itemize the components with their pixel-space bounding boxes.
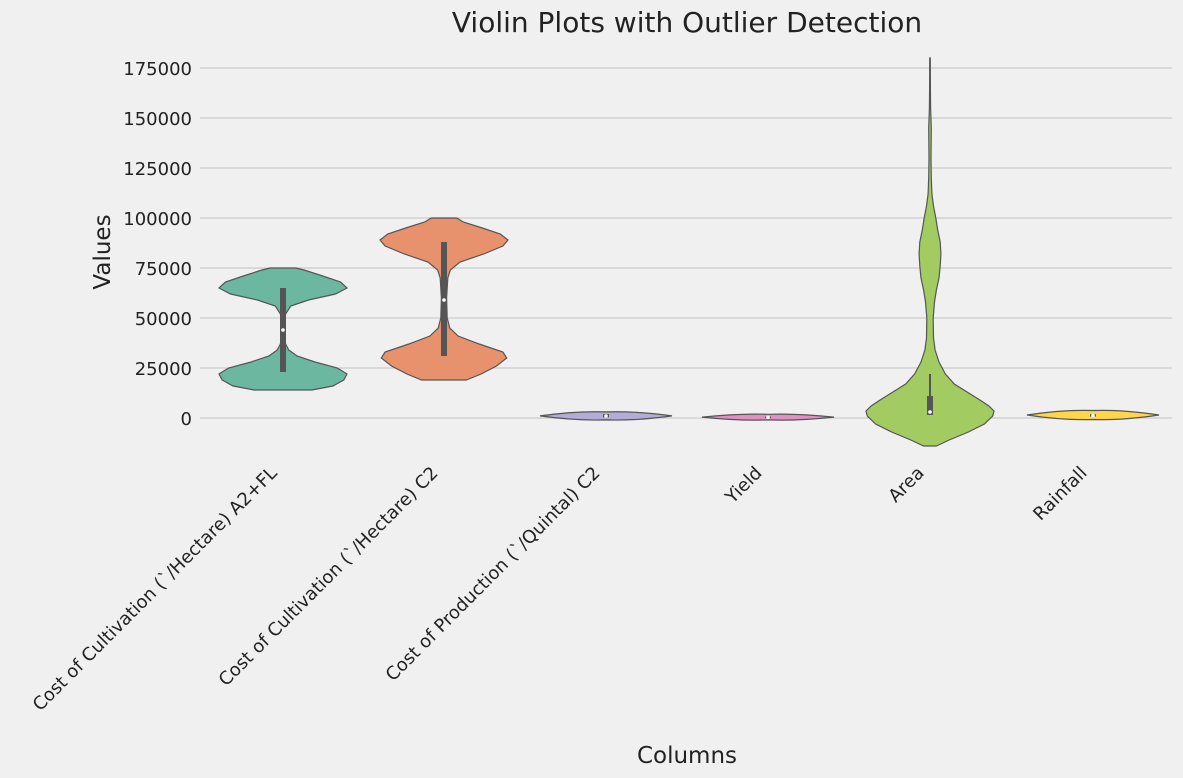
x-tick-labels: Cost of Cultivation (`/Hectare) A2+FLCos… xyxy=(29,463,1092,716)
y-tick-label: 150000 xyxy=(123,109,192,130)
violin-group xyxy=(539,411,673,421)
x-tick-label: Area xyxy=(884,463,928,507)
y-axis-label: Values xyxy=(90,214,116,289)
gridlines xyxy=(200,67,1172,419)
y-tick-label: 175000 xyxy=(123,59,192,80)
x-tick-label: Rainfall xyxy=(1029,463,1091,525)
violin-group xyxy=(701,413,835,421)
violins xyxy=(217,57,1160,447)
x-tick-label: Yield xyxy=(721,463,767,509)
y-tick-label: 125000 xyxy=(123,159,192,180)
violin-group xyxy=(217,267,349,391)
iqr-box xyxy=(927,396,933,415)
violin-group xyxy=(865,57,995,447)
y-tick-label: 100000 xyxy=(123,209,192,230)
median-marker xyxy=(442,298,446,302)
y-tick-label: 50000 xyxy=(135,309,192,330)
x-axis-label: Columns xyxy=(637,743,737,769)
x-tick-label: Cost of Cultivation (`/Hectare) A2+FL xyxy=(29,463,282,716)
median-marker xyxy=(766,415,770,420)
median-marker xyxy=(281,328,285,332)
median-marker xyxy=(604,414,608,418)
y-tick-labels: 0 25000 50000 75000 100000 125000 150000 175000 xyxy=(123,59,192,430)
violin-group xyxy=(379,217,509,381)
chart-title: Violin Plots with Outlier Detection xyxy=(452,6,922,39)
y-tick-label: 0 xyxy=(181,409,192,430)
y-tick-label: 25000 xyxy=(135,359,192,380)
median-marker xyxy=(928,410,932,414)
y-tick-label: 75000 xyxy=(135,259,192,280)
violin-group xyxy=(1026,409,1160,421)
median-marker xyxy=(1091,413,1095,418)
violin-body xyxy=(865,57,995,447)
